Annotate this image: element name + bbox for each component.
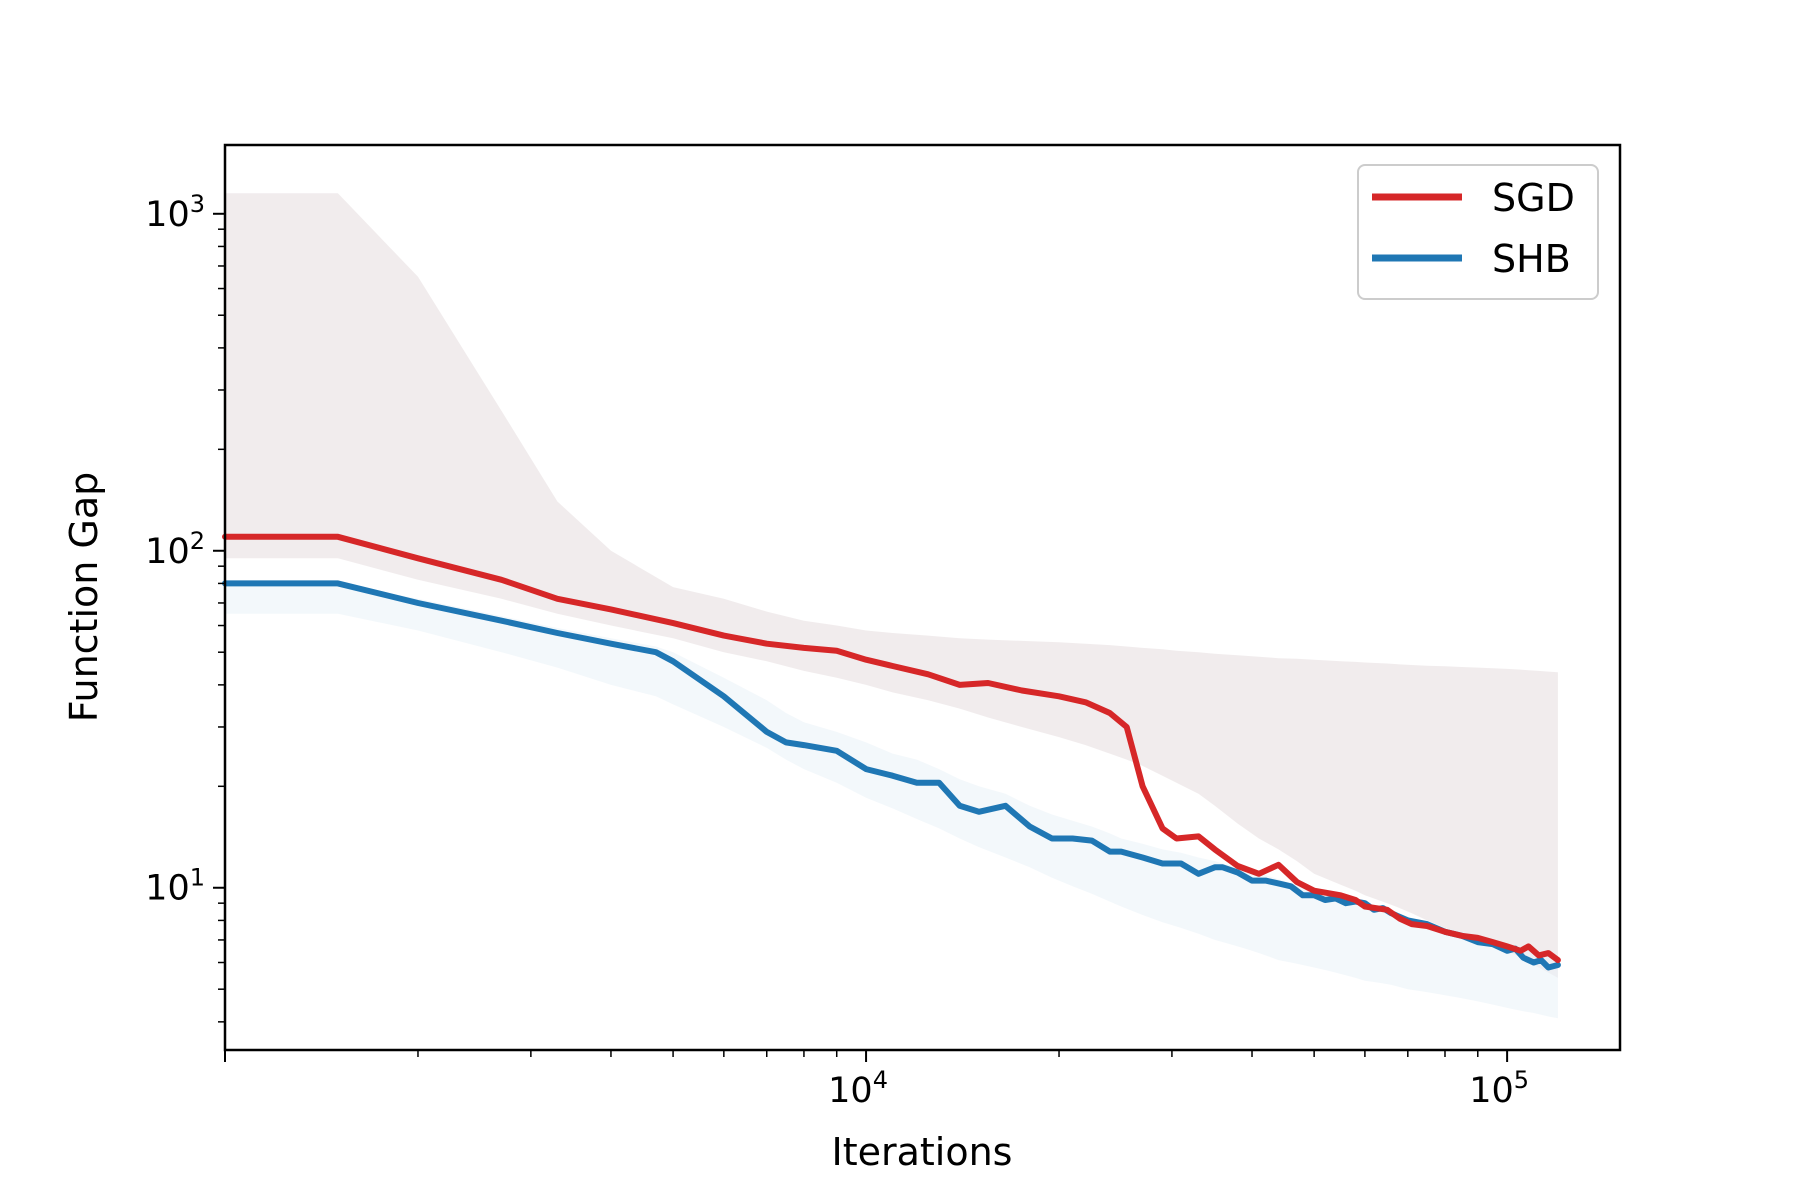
legend-shb-label: SHB <box>1492 237 1571 281</box>
series-lines <box>222 533 1561 971</box>
x-tick-label: 104 <box>828 1066 888 1111</box>
y-tick-label: 102 <box>145 527 205 572</box>
sgd-band <box>225 193 1558 978</box>
y-tick-label: 103 <box>145 190 205 235</box>
shb-band <box>225 583 1558 1019</box>
x-axis-title: Iterations <box>832 1130 1013 1174</box>
legend-sgd-label: SGD <box>1492 176 1575 220</box>
y-tick-label: 101 <box>145 864 205 909</box>
y-axis-title: Function Gap <box>62 472 106 723</box>
x-tick-label: 105 <box>1469 1066 1529 1111</box>
plot-frame <box>223 143 1622 1052</box>
confidence-bands <box>225 193 1558 1019</box>
sgd-line <box>222 533 1561 964</box>
axis-ticks: 104 105 101 102 103 <box>145 190 1529 1111</box>
legend: SGD SHB <box>1357 164 1599 300</box>
